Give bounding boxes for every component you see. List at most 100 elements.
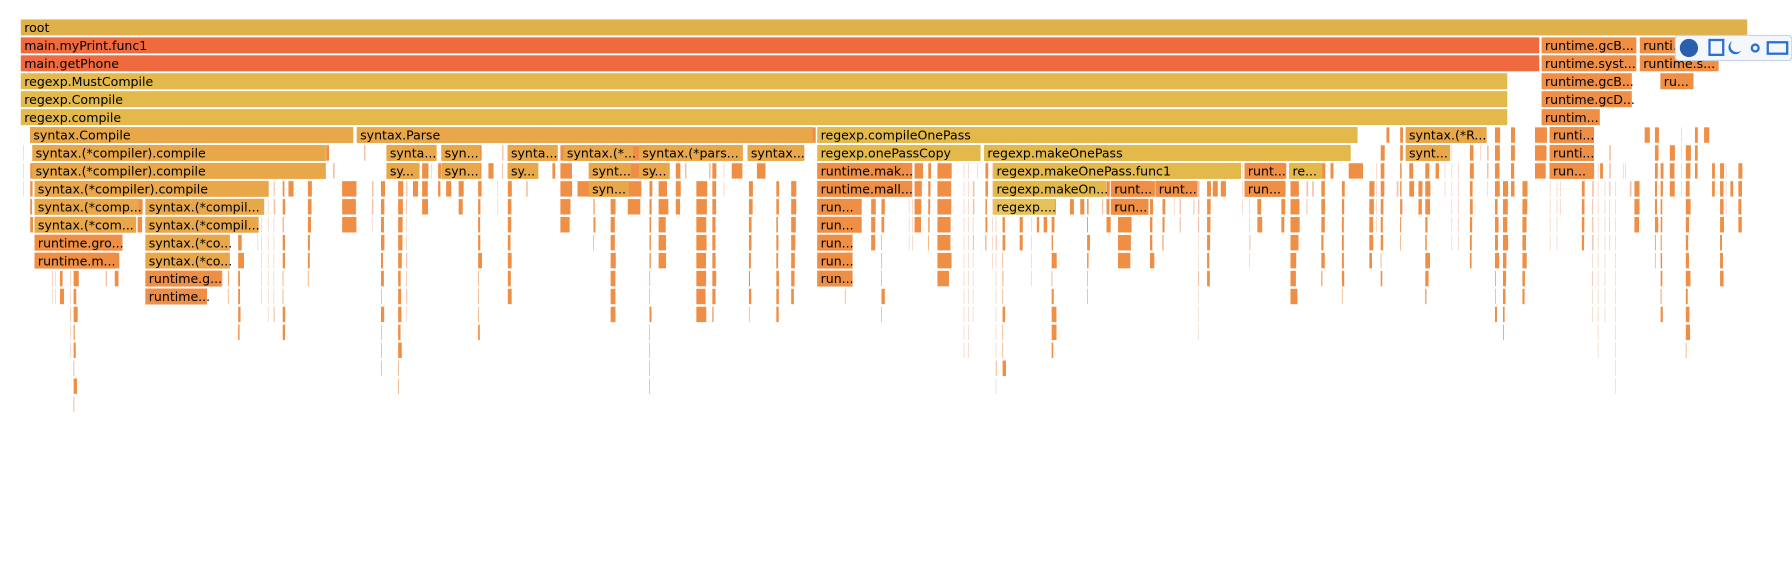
minor-frame — [908, 216, 910, 234]
frame-label: syntax.(*co... — [149, 235, 232, 250]
ime-moon[interactable] — [1728, 41, 1742, 55]
minor-frame — [658, 252, 667, 269]
minor-frame — [1043, 216, 1048, 234]
minor-frame — [748, 270, 751, 287]
minor-frame — [1248, 252, 1251, 269]
minor-frame — [380, 252, 384, 269]
minor-frame — [421, 198, 429, 216]
frame: regexp.makeOnePass.func1 — [993, 162, 1242, 179]
minor-frame — [1559, 180, 1562, 198]
minor-frame — [1614, 234, 1617, 251]
minor-frame — [227, 288, 230, 305]
frame-box — [34, 198, 139, 215]
minor-frame — [1001, 270, 1004, 287]
minor-frame — [790, 270, 796, 287]
ime-keyboard[interactable] — [1766, 41, 1789, 55]
minor-frame — [380, 234, 385, 251]
minor-frame — [1001, 234, 1006, 251]
minor-frame — [307, 216, 312, 234]
minor-frame — [1614, 270, 1617, 287]
minor-frame — [1608, 198, 1611, 216]
minor-frame — [29, 216, 34, 234]
minor-frame — [237, 252, 245, 269]
minor-frame — [267, 216, 270, 234]
minor-frame — [73, 342, 77, 359]
minor-frame — [1521, 288, 1526, 305]
minor-frame — [237, 306, 242, 323]
minor-frame — [380, 306, 385, 323]
minor-frame — [397, 342, 403, 359]
minor-frame — [1614, 324, 1617, 341]
minor-frame — [1030, 216, 1033, 234]
minor-frame — [984, 162, 989, 180]
minor-frame — [325, 144, 330, 162]
frame-label: runt... — [1114, 182, 1152, 197]
minor-frame — [1206, 252, 1210, 269]
frame-box — [1549, 127, 1595, 144]
ime-logo[interactable] — [1679, 38, 1699, 58]
minor-frame — [22, 162, 25, 180]
minor-frame — [1380, 270, 1383, 287]
minor-frame — [1604, 216, 1606, 234]
ime-mode[interactable] — [1708, 38, 1725, 56]
minor-frame — [610, 198, 617, 216]
frame: syntax... — [747, 144, 805, 161]
frame-box — [747, 144, 804, 161]
minor-frame — [711, 234, 717, 251]
frame-label: syntax.(*comp... — [38, 199, 142, 214]
frame-label: regexp.compileOnePass — [821, 128, 971, 143]
frame: syntax.(*compil... — [145, 216, 260, 233]
minor-frame — [610, 234, 616, 251]
minor-frame — [397, 306, 402, 323]
frame-box — [386, 144, 437, 161]
frame-box — [817, 180, 912, 197]
minor-frame — [984, 234, 987, 251]
frame-label: ru... — [1664, 74, 1689, 89]
minor-frame — [1660, 162, 1665, 180]
minor-frame — [1608, 162, 1612, 180]
minor-frame — [576, 180, 591, 198]
minor-frame — [711, 198, 717, 216]
minor-frame — [1212, 180, 1219, 198]
minor-frame — [1051, 288, 1055, 305]
minor-frame — [911, 234, 914, 251]
minor-frame — [1197, 234, 1200, 251]
minor-frame — [477, 216, 481, 234]
minor-frame — [1694, 126, 1699, 144]
minor-frame — [911, 216, 914, 234]
minor-frame — [1341, 270, 1345, 287]
frame: regexp.compileOnePass — [817, 127, 1358, 144]
minor-frame — [477, 180, 483, 198]
minor-frame — [1161, 234, 1165, 251]
minor-frame — [648, 180, 653, 198]
minor-frame — [695, 216, 707, 234]
ime-toolbar — [1674, 34, 1792, 62]
minor-frame — [1399, 126, 1404, 144]
minor-frame — [1502, 234, 1509, 251]
minor-frame — [711, 252, 717, 269]
ime-punct[interactable] — [1750, 43, 1760, 53]
minor-frame — [1241, 162, 1244, 180]
frame-box — [1549, 162, 1595, 179]
minor-frame — [525, 180, 529, 198]
minor-frame — [1149, 252, 1155, 269]
minor-frame — [1117, 216, 1133, 234]
minor-frame — [610, 306, 617, 323]
minor-frame — [1597, 234, 1599, 251]
minor-frame — [976, 162, 979, 180]
minor-frame — [1608, 234, 1611, 251]
minor-frame — [1494, 216, 1500, 234]
minor-frame — [648, 234, 652, 251]
minor-frame — [1633, 216, 1640, 234]
minor-frame — [1341, 180, 1346, 198]
minor-frame — [260, 288, 263, 305]
minor-frame — [1469, 216, 1473, 234]
minor-frame — [1654, 144, 1660, 162]
minor-frame — [675, 198, 681, 216]
frame: runtime.g... — [145, 270, 222, 287]
minor-frame — [695, 234, 708, 251]
minor-frame — [1051, 252, 1058, 269]
frame-label: runtime.m... — [38, 253, 116, 268]
frame-label: syn... — [445, 164, 479, 179]
minor-frame — [972, 216, 975, 234]
